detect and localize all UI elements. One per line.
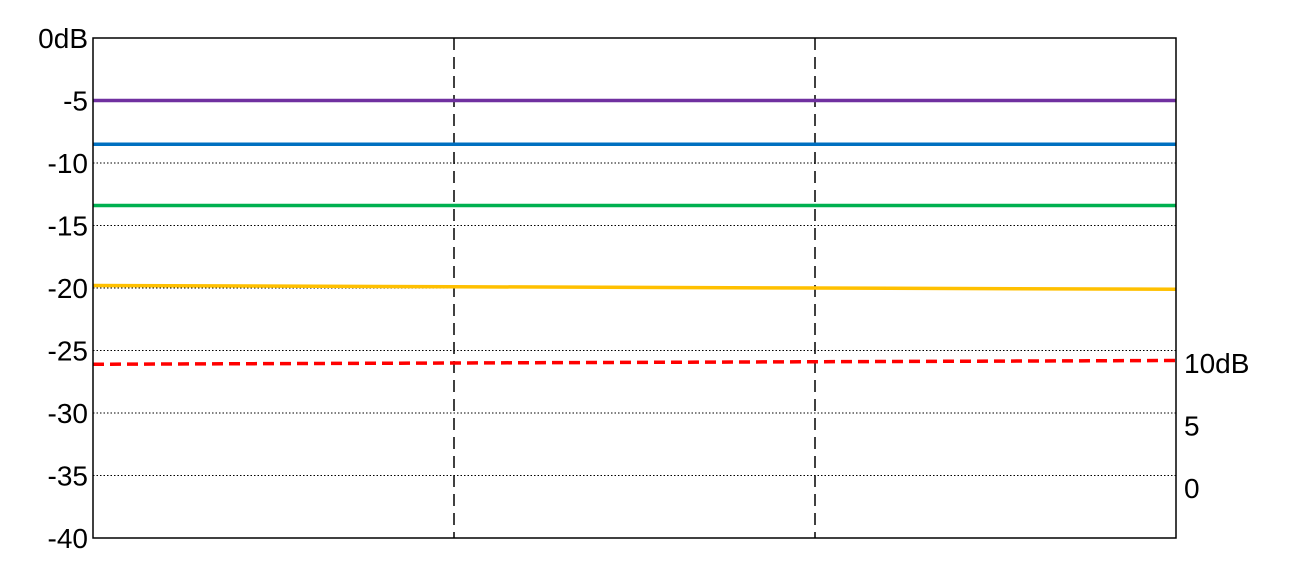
left-tick-label: -5 <box>63 86 88 117</box>
right-tick-label: 10dB <box>1184 348 1249 379</box>
left-tick-label: -30 <box>48 398 88 429</box>
left-tick-label: -40 <box>48 523 88 554</box>
series-line-4 <box>92 283 1177 291</box>
left-tick-label: -20 <box>48 273 88 304</box>
left-tick-label: -25 <box>48 336 88 367</box>
series-layer <box>92 98 1177 366</box>
left-tick-label: 0dB <box>38 23 88 54</box>
left-tick-label: -35 <box>48 461 88 492</box>
series-line-5 <box>92 358 1177 366</box>
plot-frame <box>92 37 1177 539</box>
right-tick-label: 0 <box>1184 473 1200 504</box>
left-tick-label: -15 <box>48 211 88 242</box>
right-axis: 10dB 5 0 <box>1184 348 1249 504</box>
right-tick-label: 5 <box>1184 411 1200 442</box>
left-axis: 0dB -5 -10 -15 -20 -25 -30 -35 -40 <box>38 23 88 554</box>
left-tick-label: -10 <box>48 148 88 179</box>
